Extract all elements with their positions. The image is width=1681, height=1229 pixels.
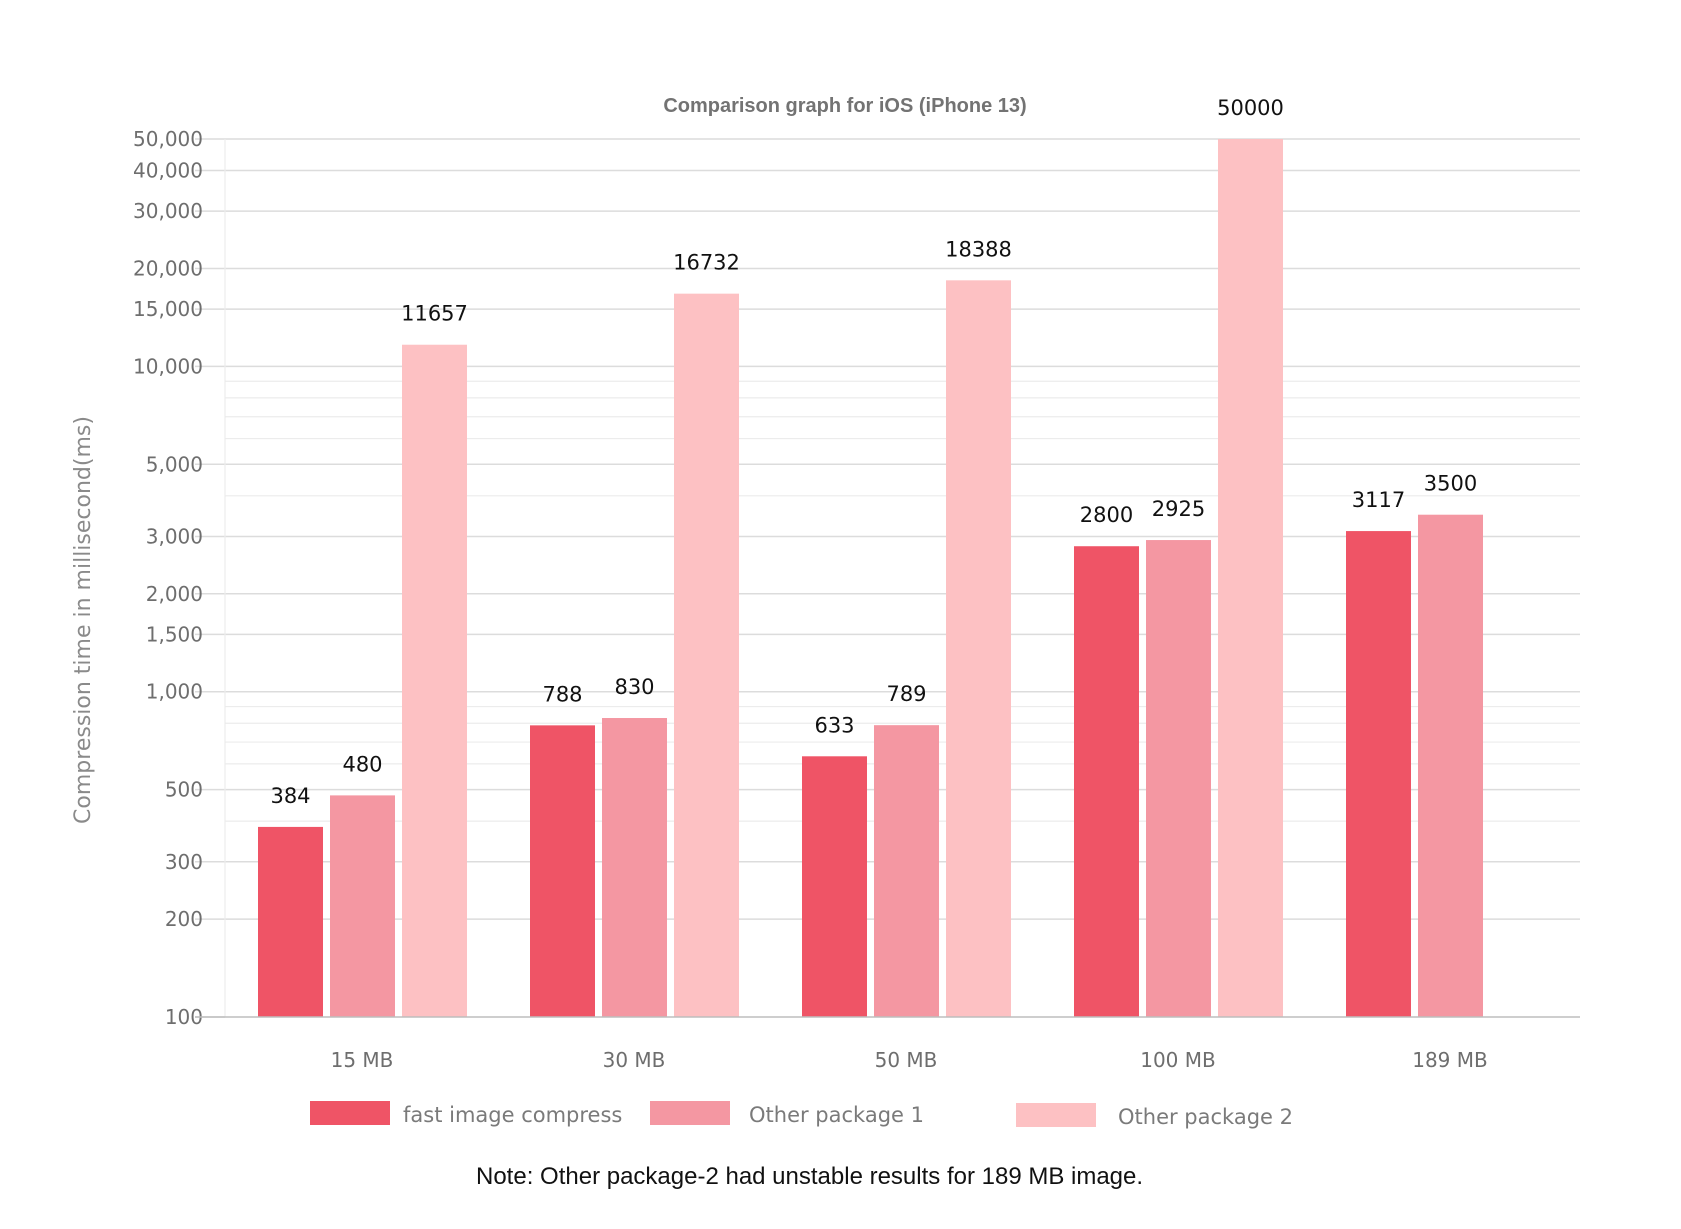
x-axis-categories: 15 MB 30 MB 50 MB 100 MB 189 MB bbox=[331, 1048, 1488, 1072]
chart-note: Note: Other package-2 had unstable resul… bbox=[476, 1163, 1143, 1190]
y-axis-ticks: 1002003005001,0001,5002,0003,0005,00010,… bbox=[133, 127, 203, 1029]
chart-title: Comparison graph for iOS (iPhone 13) bbox=[663, 95, 1026, 117]
y-tick-label: 300 bbox=[165, 850, 203, 874]
y-tick-label: 500 bbox=[165, 778, 203, 802]
y-tick-label: 30,000 bbox=[133, 199, 203, 223]
x-category-label: 30 MB bbox=[603, 1048, 666, 1072]
x-category-label: 100 MB bbox=[1140, 1048, 1216, 1072]
bar bbox=[1218, 139, 1283, 1017]
y-tick-label: 20,000 bbox=[133, 256, 203, 280]
bar bbox=[1146, 540, 1211, 1017]
y-tick-label: 10,000 bbox=[133, 354, 203, 378]
y-tick-label: 200 bbox=[165, 907, 203, 931]
data-label: 2800 bbox=[1080, 503, 1133, 527]
bar bbox=[602, 718, 667, 1017]
y-tick-label: 15,000 bbox=[133, 297, 203, 321]
y-axis-label: Compression time in millisecond(ms) bbox=[71, 416, 96, 824]
data-label: 16732 bbox=[673, 251, 740, 275]
y-tick-label: 1,500 bbox=[146, 622, 203, 646]
y-tick-label: 1,000 bbox=[146, 680, 203, 704]
legend: fast image compress Other package 1 Other … bbox=[310, 1101, 1293, 1129]
legend-swatch bbox=[1016, 1103, 1096, 1127]
bar bbox=[258, 826, 323, 1017]
legend-swatch bbox=[310, 1101, 390, 1125]
data-label: 3500 bbox=[1424, 472, 1477, 496]
data-label: 480 bbox=[342, 752, 382, 776]
y-tick-label: 5,000 bbox=[146, 452, 203, 476]
bar bbox=[802, 756, 867, 1017]
data-label: 50000 bbox=[1217, 96, 1284, 120]
bar bbox=[402, 344, 467, 1018]
bar bbox=[1346, 531, 1411, 1017]
x-category-label: 189 MB bbox=[1412, 1048, 1488, 1072]
y-tick-label: 3,000 bbox=[146, 524, 203, 548]
data-label: 18388 bbox=[945, 237, 1012, 261]
data-label: 788 bbox=[542, 682, 582, 706]
y-tick-label: 40,000 bbox=[133, 159, 203, 183]
x-category-label: 15 MB bbox=[331, 1048, 394, 1072]
bar bbox=[1074, 546, 1139, 1017]
data-label: 830 bbox=[614, 675, 654, 699]
bar bbox=[530, 725, 595, 1017]
data-label: 3117 bbox=[1352, 488, 1405, 512]
bar bbox=[1418, 514, 1483, 1017]
bar bbox=[674, 293, 739, 1017]
x-category-label: 50 MB bbox=[875, 1048, 938, 1072]
data-label: 633 bbox=[814, 713, 854, 737]
legend-swatch bbox=[650, 1101, 730, 1125]
bar bbox=[330, 795, 395, 1017]
legend-label: Other package 2 bbox=[1118, 1105, 1293, 1129]
data-label: 11657 bbox=[401, 302, 468, 326]
data-label: 2925 bbox=[1152, 497, 1205, 521]
bar bbox=[946, 280, 1011, 1017]
data-labels: 384 480 11657 788 830 16732 633 789 18388 2800 292… bbox=[270, 96, 1477, 808]
data-label: 384 bbox=[270, 784, 310, 808]
bars bbox=[258, 139, 1483, 1018]
data-label: 789 bbox=[886, 682, 926, 706]
y-tick-label: 2,000 bbox=[146, 582, 203, 606]
y-tick-label: 50,000 bbox=[133, 127, 203, 151]
legend-label: fast image compress bbox=[403, 1103, 622, 1127]
bar bbox=[874, 725, 939, 1017]
legend-label: Other package 1 bbox=[749, 1103, 924, 1127]
